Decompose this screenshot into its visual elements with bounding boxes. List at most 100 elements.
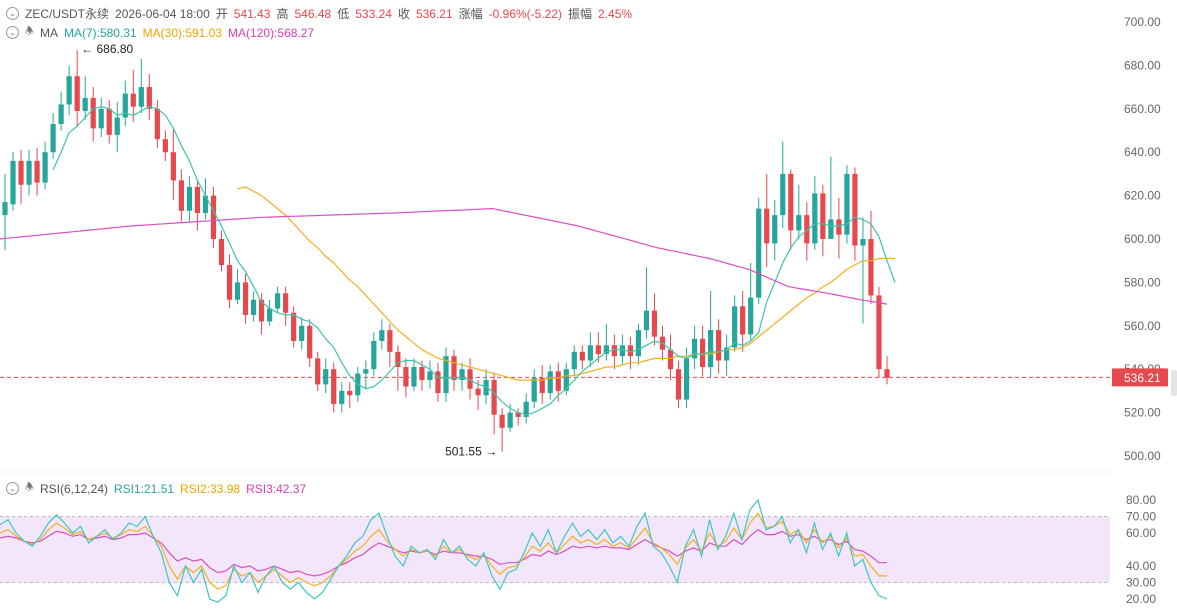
scroll-handle[interactable] xyxy=(1171,370,1177,396)
rsi-axis-tick: 60.00 xyxy=(1126,526,1156,540)
bell-icon[interactable]: 🕭 xyxy=(25,482,34,493)
candle-body xyxy=(579,351,585,361)
candle-body xyxy=(788,173,794,231)
candle-body xyxy=(50,123,56,153)
rsi1-line xyxy=(0,498,888,603)
candle-body xyxy=(194,186,201,213)
open-label: 开 xyxy=(215,7,228,21)
candle-body xyxy=(635,330,642,357)
candle-body xyxy=(523,401,529,417)
bell-icon[interactable]: 🕭 xyxy=(25,26,34,37)
candle-body xyxy=(804,215,810,244)
candle-body xyxy=(691,338,698,359)
low-value: 533.24 xyxy=(355,6,392,21)
low-annotation: 501.55 → xyxy=(445,445,497,459)
ma30-legend: MA(30):591.03 xyxy=(142,25,223,40)
ma120-line xyxy=(0,207,888,305)
candle-body xyxy=(732,306,738,348)
candle-body xyxy=(435,371,441,394)
candle-body xyxy=(844,173,850,235)
candle-body xyxy=(467,369,473,389)
rsi3-line xyxy=(0,528,887,577)
candle-body xyxy=(724,347,730,361)
collapse-chevron-icon[interactable]: ⌄ xyxy=(6,26,19,39)
candle-body xyxy=(90,97,96,129)
rsi2-line xyxy=(0,512,887,590)
candle-body xyxy=(675,369,682,400)
candle-body xyxy=(218,239,225,266)
rsi-title: RSI(6,12,24) xyxy=(39,481,108,496)
candle-body xyxy=(708,330,714,368)
rsi-axis-tick: 70.00 xyxy=(1126,510,1156,524)
rsi-axis-tick: 30.00 xyxy=(1126,576,1156,590)
candle-body xyxy=(363,369,369,374)
candle-body xyxy=(619,345,625,357)
candle-body xyxy=(451,356,457,381)
candle-body xyxy=(611,345,617,357)
candle-body xyxy=(395,351,401,368)
candle-body xyxy=(331,369,337,404)
datetime-label: 2026-06-04 18:00 xyxy=(115,6,210,21)
candle-body xyxy=(820,193,826,239)
candle-body xyxy=(587,345,593,361)
candle-body xyxy=(515,412,521,417)
candle-body xyxy=(226,265,233,300)
candle-body xyxy=(764,208,770,244)
candle-body xyxy=(106,108,112,135)
price-header: ⌄ ZEC/USDT永续 2026-06-04 18:00 开 541.43 高… xyxy=(6,5,632,22)
rsi-axis-tick: 20.00 xyxy=(1126,592,1156,606)
close-label: 收 xyxy=(397,7,410,21)
candle-body xyxy=(250,299,257,315)
candle-body xyxy=(860,239,866,246)
candle-body xyxy=(419,367,425,381)
candle-body xyxy=(812,193,818,244)
candle-body xyxy=(796,215,802,231)
price-axis-tick: 560.00 xyxy=(1124,319,1161,333)
price-axis-tick: 500.00 xyxy=(1124,449,1161,463)
candle-body xyxy=(403,367,409,387)
price-axis-tick: 660.00 xyxy=(1124,102,1161,116)
price-axis-tick: 620.00 xyxy=(1124,189,1161,203)
candle-body xyxy=(683,358,690,400)
candle-body xyxy=(307,325,313,359)
candle-body xyxy=(603,345,609,355)
candle-body xyxy=(667,349,674,370)
ma120-legend: MA(120):568.27 xyxy=(228,25,315,40)
high-value: 546.48 xyxy=(294,6,332,21)
collapse-chevron-icon[interactable]: ⌄ xyxy=(6,482,19,495)
candle-body xyxy=(868,239,874,296)
candle-body xyxy=(26,160,32,185)
ma7-line xyxy=(52,105,896,416)
high-label: 高 xyxy=(276,7,289,21)
low-label: 低 xyxy=(337,7,350,21)
candle-body xyxy=(852,173,858,246)
candle-body xyxy=(748,297,754,335)
ma7-legend: MA(7):580.31 xyxy=(63,25,137,40)
price-axis-tick: 640.00 xyxy=(1124,145,1161,159)
candle-body xyxy=(146,87,152,109)
symbol-label: ZEC/USDT永续 xyxy=(25,7,110,21)
candle-body xyxy=(828,219,834,239)
candle-body xyxy=(651,310,658,337)
candle-body xyxy=(547,371,553,394)
amplitude-label: 振幅 xyxy=(568,7,593,21)
candle-body xyxy=(427,371,433,381)
change-value: -0.96%(-5.22) xyxy=(488,6,563,21)
candle-body xyxy=(66,76,72,105)
candle-body xyxy=(170,152,176,181)
candle-body xyxy=(780,173,786,216)
collapse-chevron-icon[interactable]: ⌄ xyxy=(6,7,19,20)
candle-body xyxy=(339,390,345,404)
candle-body xyxy=(267,308,273,322)
open-value: 541.43 xyxy=(233,6,271,21)
candle-body xyxy=(740,306,746,335)
candle-body xyxy=(531,377,537,402)
candle-body xyxy=(210,195,217,239)
candle-body xyxy=(2,202,8,216)
candle-body xyxy=(162,139,168,153)
candle-body xyxy=(98,108,104,129)
candle-body xyxy=(772,215,778,244)
candle-body xyxy=(34,160,40,183)
ma-legend: ⌄ 🕭 MA MA(7):580.31 MA(30):591.03 MA(120… xyxy=(6,24,314,41)
